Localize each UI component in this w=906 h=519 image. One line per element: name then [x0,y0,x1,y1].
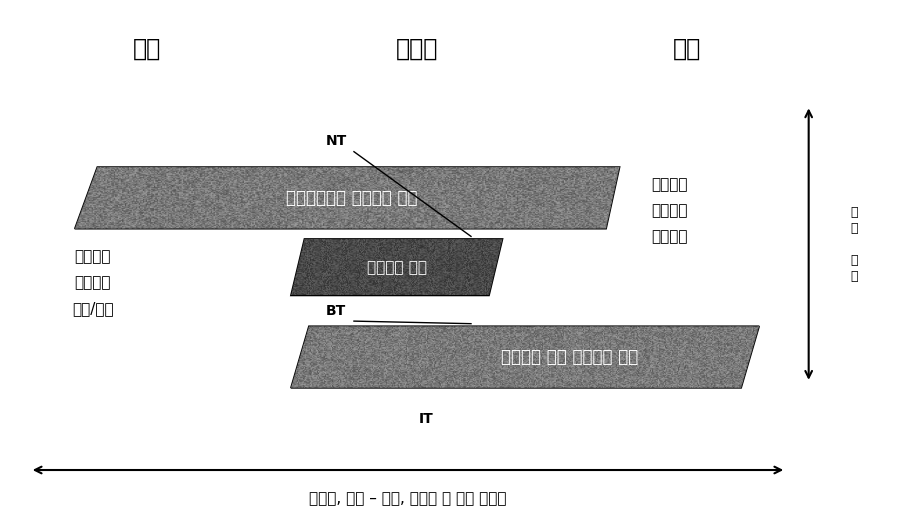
Polygon shape [75,167,620,229]
Text: 야
묘

퐈
여: 야 묘 퐈 여 [850,206,857,283]
Text: 신기술간 융합: 신기술간 융합 [367,260,427,275]
Text: 산업: 산업 [673,37,701,61]
Text: 인문과학
사회과학
예술/문화: 인문과학 사회과학 예술/문화 [72,249,113,316]
Text: BT: BT [326,304,346,318]
Text: NT: NT [325,134,347,148]
Text: 기업간, 기업 – 대학, 연구소 간 융합 파트너: 기업간, 기업 – 대학, 연구소 간 융합 파트너 [309,491,506,506]
Text: 신기술: 신기술 [396,37,439,61]
Text: 전통산업
주력산업
거대산업: 전통산업 주력산업 거대산업 [651,177,688,244]
Text: 학문: 학문 [132,37,161,61]
Text: 신기술과기존 학문간의 융합: 신기술과기존 학문간의 융합 [286,189,418,207]
Polygon shape [291,326,759,388]
Text: IT: IT [419,412,433,426]
Polygon shape [291,239,503,295]
Text: 신기술과 기존 산업과의 융합: 신기술과 기존 산업과의 융합 [501,348,639,366]
